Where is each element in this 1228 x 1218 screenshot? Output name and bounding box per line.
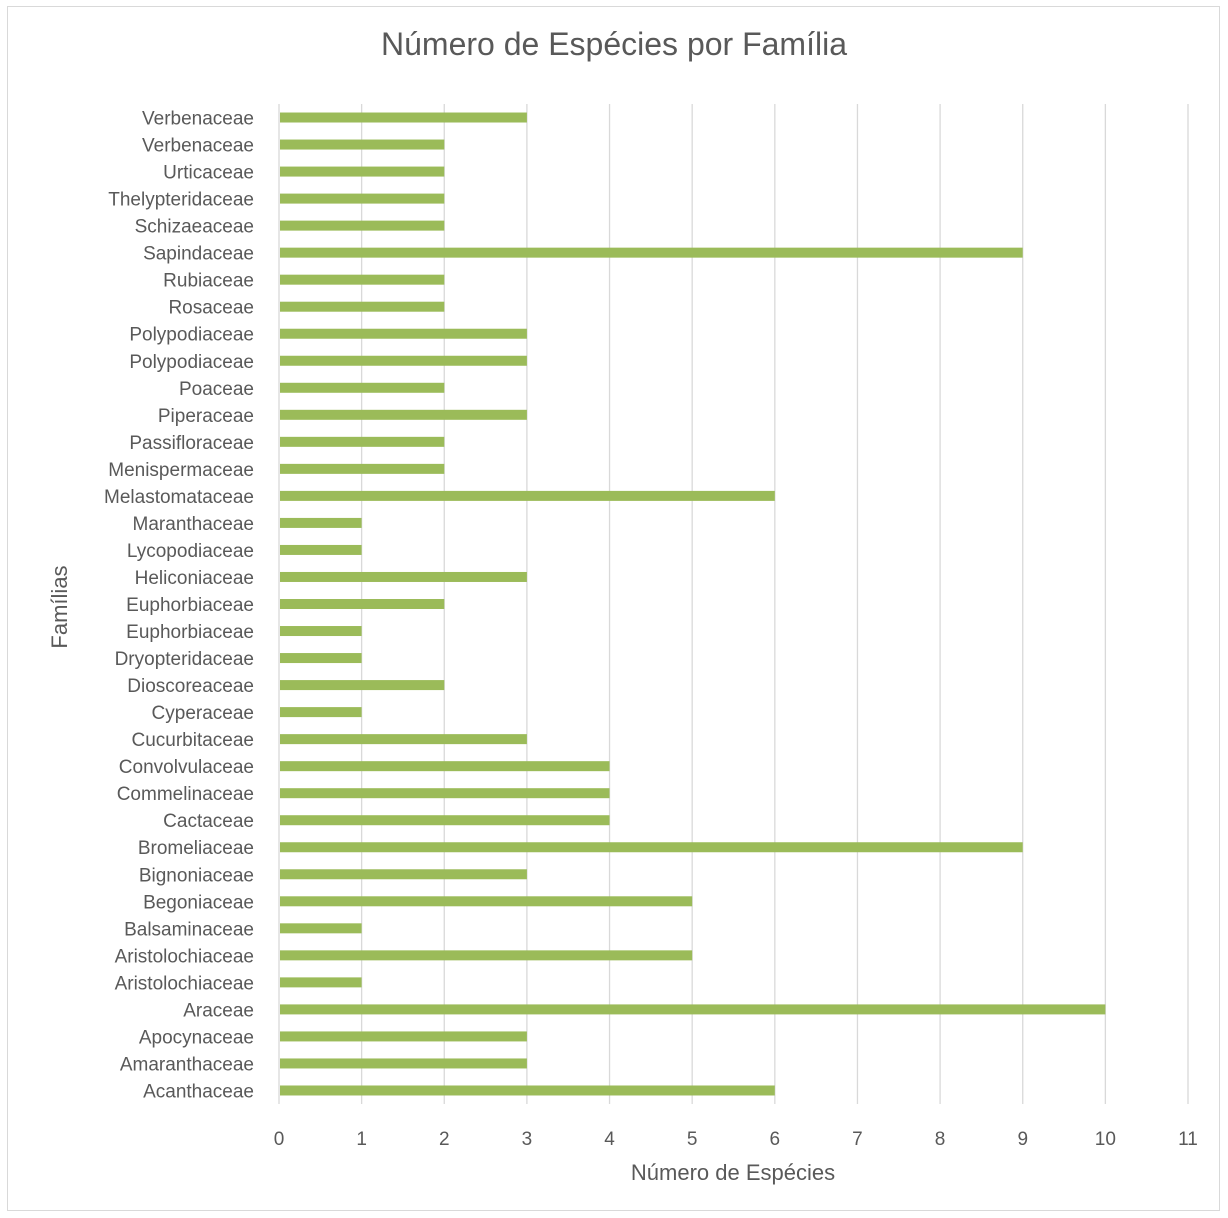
bar-aristolochiaceae-4 (280, 977, 362, 988)
bar-verbenaceae-35 (280, 139, 445, 150)
x-tick-label-1: 1 (356, 1129, 367, 1150)
x-tick-label-8: 8 (935, 1129, 946, 1150)
bar-piperaceae-25 (280, 409, 527, 420)
category-label-convolvulaceae-12: Convolvulaceae (119, 757, 254, 778)
x-tick-label-3: 3 (522, 1129, 533, 1150)
category-label-sapindaceae-31: Sapindaceae (143, 244, 254, 265)
category-label-euphorbiaceae-17: Euphorbiaceae (126, 622, 254, 643)
category-label-melastomataceae-22: Melastomataceae (104, 487, 254, 508)
category-label-schizaeaceae-32: Schizaeaceae (135, 217, 254, 238)
bar-rosaceae-29 (280, 301, 445, 312)
category-label-aristolochiaceae-5: Aristolochiaceae (115, 946, 254, 967)
bar-dryopteridaceae-16 (280, 653, 362, 664)
bar-bromeliaceae-9 (280, 842, 1023, 853)
bar-urticaceae-34 (280, 166, 445, 177)
x-tick-label-2: 2 (439, 1129, 450, 1150)
bar-euphorbiaceae-18 (280, 599, 445, 609)
category-label-bromeliaceae-9: Bromeliaceae (138, 838, 254, 859)
category-label-rosaceae-29: Rosaceae (168, 298, 254, 319)
category-label-passifloraceae-24: Passifloraceae (129, 433, 254, 454)
bar-maranthaceae-21 (280, 517, 362, 528)
category-label-balsaminaceae-6: Balsaminaceae (124, 919, 254, 940)
x-tick-label-0: 0 (274, 1129, 285, 1150)
bar-polypodiaceae-28 (280, 328, 527, 339)
category-label-rubiaceae-30: Rubiaceae (163, 271, 254, 292)
bar-passifloraceae-24 (280, 436, 445, 447)
category-label-araceae-3: Araceae (183, 1000, 254, 1021)
bar-convolvulaceae-12 (280, 761, 610, 772)
category-label-heliconiaceae-19: Heliconiaceae (135, 568, 254, 589)
category-label-verbenaceae-35: Verbenaceae (142, 136, 254, 157)
category-label-cucurbitaceae-13: Cucurbitaceae (131, 730, 254, 751)
category-label-cactaceae-10: Cactaceae (163, 811, 254, 832)
bar-sapindaceae-31 (280, 247, 1023, 258)
x-tick-label-7: 7 (852, 1129, 863, 1150)
category-label-poaceae-26: Poaceae (179, 379, 254, 400)
bar-bignoniaceae-8 (280, 869, 527, 880)
x-axis-title: Número de Espécies (630, 1160, 836, 1185)
category-label-piperaceae-25: Piperaceae (158, 406, 254, 427)
bar-cyperaceae-14 (280, 707, 362, 718)
category-label-apocynaceae-2: Apocynaceae (139, 1027, 254, 1048)
category-label-dryopteridaceae-16: Dryopteridaceae (115, 649, 254, 670)
category-label-polypodiaceae-27: Polypodiaceae (129, 352, 254, 373)
bar-araceae-3 (280, 1004, 1106, 1015)
category-label-polypodiaceae-28: Polypodiaceae (129, 325, 254, 346)
category-label-verbenaceae-36: Verbenaceae (142, 109, 254, 130)
category-label-urticaceae-34: Urticaceae (163, 163, 254, 184)
category-label-maranthaceae-21: Maranthaceae (133, 514, 254, 535)
category-label-bignoniaceae-8: Bignoniaceae (139, 865, 254, 886)
category-label-commelinaceae-11: Commelinaceae (117, 784, 254, 805)
chart-title: Número de Espécies por Família (381, 26, 847, 62)
bar-amaranthaceae-1 (280, 1058, 527, 1069)
category-label-thelypteridaceae-33: Thelypteridaceae (108, 190, 254, 211)
category-label-amaranthaceae-1: Amaranthaceae (120, 1054, 254, 1075)
category-label-menispermaceae-23: Menispermaceae (108, 460, 254, 481)
bar-schizaeaceae-32 (280, 220, 445, 231)
x-tick-label-11: 11 (1178, 1129, 1198, 1150)
bar-melastomataceae-22 (280, 490, 775, 501)
bar-aristolochiaceae-5 (280, 950, 693, 961)
bar-cactaceae-10 (280, 815, 610, 826)
category-label-euphorbiaceae-18: Euphorbiaceae (126, 595, 254, 616)
bar-begoniaceae-7 (280, 896, 693, 907)
bar-balsaminaceae-6 (280, 923, 362, 934)
bar-lycopodiaceae-20 (280, 544, 362, 555)
bar-poaceae-26 (280, 382, 445, 393)
bar-apocynaceae-2 (280, 1031, 527, 1042)
category-label-begoniaceae-7: Begoniaceae (143, 892, 254, 913)
bar-commelinaceae-11 (280, 788, 610, 799)
category-label-dioscoreaceae-15: Dioscoreaceae (127, 676, 254, 697)
bar-dioscoreaceae-15 (280, 680, 445, 691)
x-tick-label-9: 9 (1017, 1129, 1028, 1150)
category-label-lycopodiaceae-20: Lycopodiaceae (127, 541, 254, 562)
bar-acanthaceae-0 (280, 1085, 775, 1096)
bar-heliconiaceae-19 (280, 571, 527, 582)
bar-verbenaceae-36 (280, 112, 527, 123)
x-tick-label-6: 6 (770, 1129, 781, 1150)
bar-cucurbitaceae-13 (280, 734, 527, 745)
x-tick-label-10: 10 (1095, 1129, 1116, 1150)
x-tick-label-4: 4 (604, 1129, 615, 1150)
bar-polypodiaceae-27 (280, 355, 527, 366)
bar-rubiaceae-30 (280, 274, 445, 285)
bar-thelypteridaceae-33 (280, 193, 445, 204)
category-label-aristolochiaceae-4: Aristolochiaceae (115, 973, 254, 994)
bar-menispermaceae-23 (280, 463, 445, 474)
x-tick-label-5: 5 (687, 1129, 698, 1150)
bar-euphorbiaceae-17 (280, 626, 362, 637)
category-label-acanthaceae-0: Acanthaceae (143, 1081, 254, 1102)
category-label-cyperaceae-14: Cyperaceae (152, 703, 254, 724)
